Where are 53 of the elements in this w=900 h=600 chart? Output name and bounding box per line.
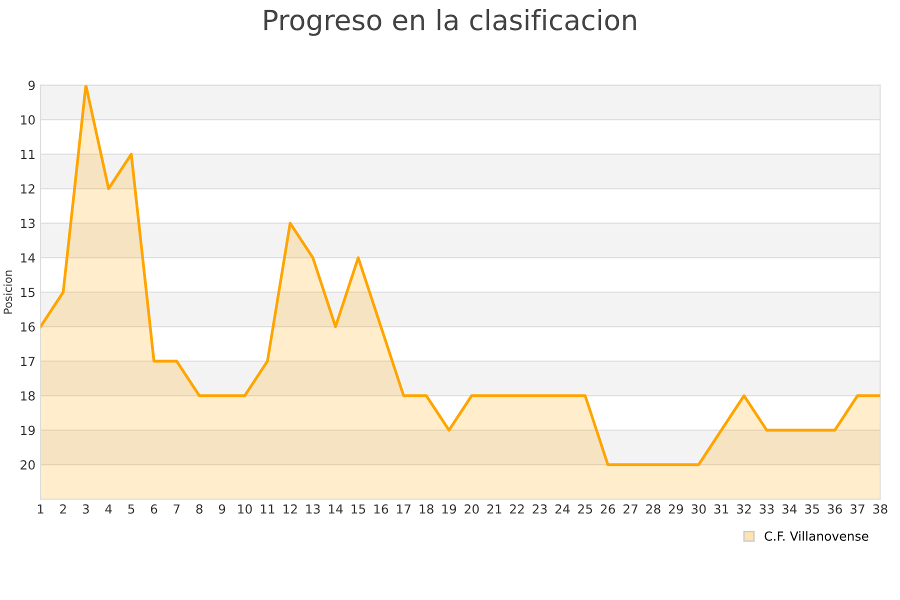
- y-tick-label: 16: [21, 322, 35, 332]
- x-tick-label: 14: [328, 504, 343, 514]
- x-tick-label: 11: [260, 504, 274, 514]
- y-tick-label: 12: [21, 184, 34, 194]
- x-tick-label: 12: [284, 504, 297, 514]
- y-tick-label: 9: [28, 80, 35, 90]
- y-tick-label: 13: [21, 218, 35, 228]
- x-tick-label: 22: [510, 504, 524, 514]
- x-tick-label: 8: [196, 504, 202, 514]
- x-tick-label: 17: [397, 504, 410, 514]
- x-tick-label: 20: [464, 504, 479, 514]
- y-axis-title: Posicion: [3, 270, 12, 314]
- x-tick-label: 23: [532, 504, 547, 514]
- x-tick-label: 27: [624, 504, 638, 514]
- x-tick-label: 15: [352, 504, 366, 514]
- x-tick-label: 18: [420, 504, 434, 514]
- x-tick-label: 33: [760, 504, 774, 514]
- x-tick-label: 36: [828, 504, 842, 514]
- y-tick-label: 17: [21, 356, 35, 366]
- x-tick-label: 16: [374, 504, 388, 514]
- y-tick-label: 18: [21, 391, 35, 401]
- x-tick-label: 26: [600, 504, 616, 514]
- y-tick-label: 19: [21, 426, 35, 436]
- y-tick-label: 15: [21, 288, 35, 298]
- x-tick-label: 5: [128, 504, 134, 514]
- x-tick-label: 4: [105, 504, 112, 514]
- x-tick-label: 37: [850, 504, 864, 514]
- x-tick-label: 13: [306, 504, 320, 514]
- x-tick-label: 32: [737, 504, 751, 514]
- x-tick-label: 31: [714, 504, 728, 514]
- x-tick-label: 10: [238, 504, 252, 514]
- x-tick-label: 34: [782, 504, 797, 514]
- x-tick-label: 3: [82, 504, 89, 514]
- x-tick-label: 7: [174, 504, 180, 514]
- x-tick-label: 28: [646, 504, 660, 514]
- legend-label: C.F. Villanovense: [764, 531, 868, 541]
- x-tick-label: 24: [555, 504, 570, 514]
- x-tick-label: 2: [60, 504, 66, 514]
- x-tick-label: 30: [692, 504, 706, 514]
- y-tick-label: 14: [21, 253, 35, 262]
- x-tick-label: 21: [487, 504, 502, 514]
- x-tick-label: 9: [218, 504, 226, 514]
- x-tick-label: 38: [873, 504, 888, 514]
- x-tick-label: 1: [38, 504, 44, 514]
- x-tick-label: 6: [150, 504, 158, 514]
- x-tick-label: 35: [805, 504, 819, 514]
- chart-title: Progreso en la clasificacion: [264, 9, 636, 36]
- y-tick-label: 20: [20, 460, 35, 470]
- x-tick-label: 19: [442, 504, 456, 514]
- x-tick-label: 25: [578, 504, 592, 514]
- x-tick-label: 29: [668, 504, 684, 514]
- y-tick-label: 11: [21, 150, 34, 159]
- y-tick-label: 10: [21, 115, 35, 125]
